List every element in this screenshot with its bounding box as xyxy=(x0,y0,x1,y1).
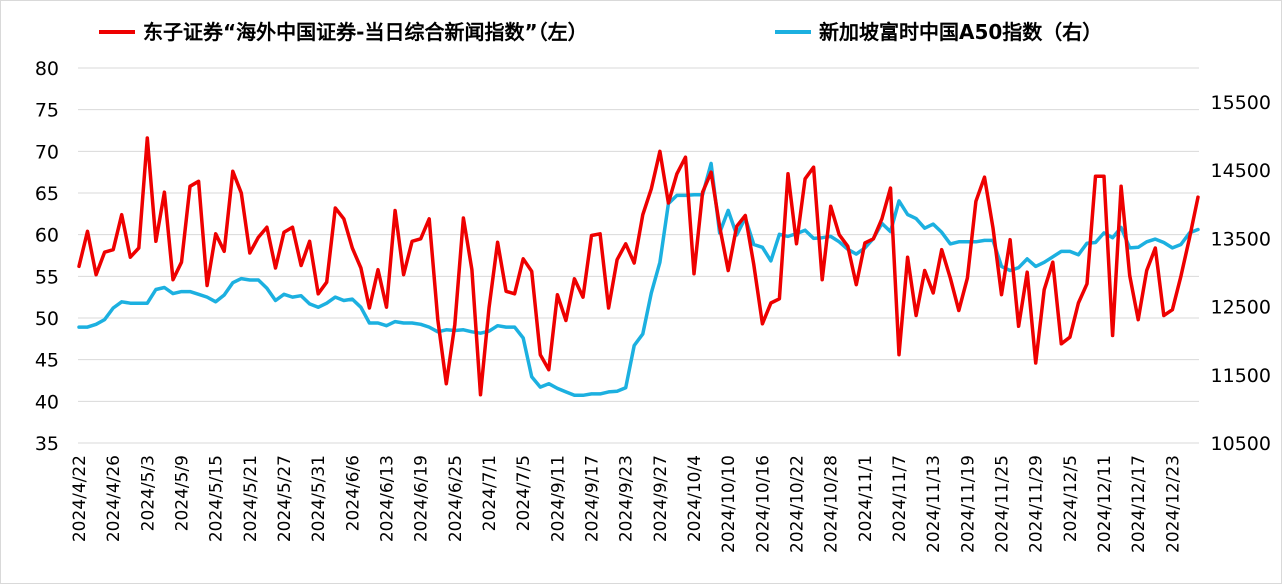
x-axis-tick-label: 2024/12/11 xyxy=(1095,455,1115,553)
gridlines xyxy=(78,67,1199,444)
x-axis-tick-label: 2024/5/9 xyxy=(173,455,193,531)
left-axis-tick-label: 50 xyxy=(35,308,59,330)
left-axis-tick-label: 55 xyxy=(35,266,59,288)
x-axis-labels: 2024/4/22 2024/4/26 2024/5/3 2024/5/9 2024/5… xyxy=(70,455,1183,553)
x-axis-tick-label: 2024/6/13 xyxy=(378,455,398,542)
left-axis-tick-label: 60 xyxy=(35,225,59,247)
x-axis-tick-label: 2024/5/27 xyxy=(275,455,295,542)
x-axis-tick-label: 2024/11/13 xyxy=(924,455,944,553)
x-axis-tick-label: 2024/11/19 xyxy=(958,455,978,553)
legend-label-news-index: 东子证券“海外中国证券-当日综合新闻指数”（左） xyxy=(143,20,588,44)
left-axis-tick-label: 40 xyxy=(35,391,59,413)
x-axis-tick-label: 2024/10/22 xyxy=(788,455,808,553)
x-axis-tick-label: 2024/9/23 xyxy=(617,455,637,542)
legend: 东子证券“海外中国证券-当日综合新闻指数”（左） 新加坡富时中国A50指数（右） xyxy=(99,20,1102,44)
x-axis-tick-label: 2024/10/4 xyxy=(685,455,705,542)
x-axis-tick-label: 2024/5/15 xyxy=(207,455,227,542)
series-line-a50-index xyxy=(77,161,1200,398)
x-axis-tick-label: 2024/11/29 xyxy=(1027,455,1047,553)
left-axis-tick-label: 80 xyxy=(35,58,59,80)
x-axis-tick-label: 2024/11/25 xyxy=(993,455,1013,553)
x-axis-tick-label: 2024/9/17 xyxy=(583,455,603,542)
left-axis-tick-label: 70 xyxy=(35,141,59,163)
right-axis-tick-label: 13500 xyxy=(1211,228,1271,250)
x-axis-tick-label: 2024/6/19 xyxy=(412,455,432,542)
series-line-news-index xyxy=(77,136,1200,397)
legend-label-a50-index: 新加坡富时中国A50指数（右） xyxy=(819,20,1102,44)
x-axis-tick-label: 2024/9/11 xyxy=(548,455,568,542)
x-axis-tick-label: 2024/5/21 xyxy=(241,455,261,542)
right-axis-ticks: 15500 14500 13500 12500 11500 10500 xyxy=(1211,92,1271,455)
x-axis-tick-label: 2024/12/17 xyxy=(1129,455,1149,553)
right-axis-tick-label: 14500 xyxy=(1211,160,1271,182)
x-axis-tick-label: 2024/6/25 xyxy=(446,455,466,542)
left-axis-tick-label: 35 xyxy=(35,433,59,455)
x-axis-tick-label: 2024/6/6 xyxy=(343,455,363,531)
x-axis-tick-label: 2024/10/16 xyxy=(753,455,773,553)
x-axis-tick-label: 2024/5/3 xyxy=(138,455,158,531)
x-axis-tick-label: 2024/12/23 xyxy=(1163,455,1183,553)
x-axis-tick-label: 2024/5/31 xyxy=(309,455,329,542)
left-axis-ticks: 80 75 70 65 60 55 50 45 40 35 xyxy=(35,58,59,455)
x-axis-tick-label: 2024/10/28 xyxy=(822,455,842,553)
x-axis-tick-label: 2024/7/5 xyxy=(514,455,534,531)
x-axis-tick-label: 2024/11/1 xyxy=(856,455,876,542)
x-axis-tick-label: 2024/4/22 xyxy=(70,455,90,542)
x-axis-tick-label: 2024/4/26 xyxy=(104,455,124,542)
x-axis-tick-label: 2024/10/10 xyxy=(719,455,739,553)
right-axis-tick-label: 15500 xyxy=(1211,92,1271,114)
series-layer xyxy=(77,136,1200,398)
x-axis-tick-label: 2024/9/27 xyxy=(651,455,671,542)
left-axis-tick-label: 75 xyxy=(35,100,59,122)
right-axis-tick-label: 12500 xyxy=(1211,297,1271,319)
x-axis-tick-label: 2024/11/7 xyxy=(890,455,910,542)
x-axis-tick-label: 2024/12/5 xyxy=(1061,455,1081,542)
right-axis-tick-label: 11500 xyxy=(1211,365,1271,387)
x-axis-tick-label: 2024/7/1 xyxy=(480,455,500,531)
right-axis-tick-label: 10500 xyxy=(1211,433,1271,455)
left-axis-tick-label: 45 xyxy=(35,350,59,372)
left-axis-tick-label: 65 xyxy=(35,183,59,205)
